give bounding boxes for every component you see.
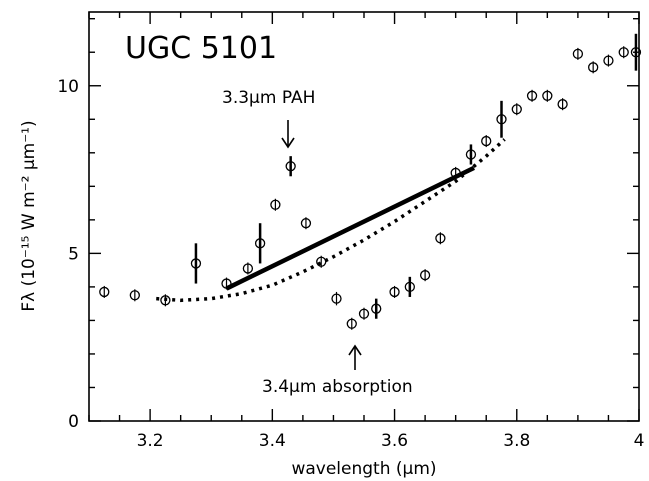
point-marker <box>588 62 599 73</box>
plot-frame <box>88 11 640 422</box>
point-marker <box>346 318 357 329</box>
point-marker <box>496 114 507 125</box>
data-point <box>465 144 477 165</box>
data-point <box>542 89 553 102</box>
dotted-continuum-curve <box>156 138 506 303</box>
point-marker <box>511 104 522 115</box>
data-point <box>270 198 281 211</box>
data-point <box>435 232 446 245</box>
data-point <box>603 54 614 67</box>
data-point <box>190 243 202 284</box>
point-marker <box>358 308 370 319</box>
point-marker <box>254 238 266 249</box>
data-point <box>481 135 492 148</box>
point-marker <box>99 286 110 298</box>
data-point <box>242 262 254 275</box>
arrow-up-icon <box>348 344 362 370</box>
point-marker <box>221 278 232 289</box>
data-point <box>404 276 415 297</box>
point-marker <box>190 258 202 269</box>
data-point <box>557 98 568 111</box>
data-point <box>572 47 584 60</box>
point-marker <box>242 263 254 274</box>
tick-labels: 3.2 3.4 3.6 3.8 4 0 5 10 <box>57 77 644 451</box>
data-point <box>129 289 140 302</box>
data-point <box>496 100 507 138</box>
point-marker <box>129 290 140 301</box>
annotation-absorption-label: 3.4μm absorption <box>262 377 413 397</box>
data-point <box>450 166 461 179</box>
point-marker <box>572 48 584 60</box>
data-point <box>160 294 171 307</box>
annotation-pah-label: 3.3μm PAH <box>222 88 315 108</box>
x-tick-label: 3.8 <box>503 431 530 451</box>
arrow-head <box>348 344 362 356</box>
x-tick-label: 3.4 <box>259 431 286 451</box>
data-point <box>285 156 296 177</box>
point-marker <box>300 218 312 229</box>
data-point <box>346 317 357 330</box>
data-point <box>618 46 629 59</box>
data-point <box>300 217 312 230</box>
data-point <box>511 103 522 116</box>
point-marker <box>270 199 281 210</box>
data-point <box>526 89 538 102</box>
point-marker <box>285 161 296 172</box>
model-curves <box>156 138 506 303</box>
point-marker <box>618 47 629 58</box>
x-tick-label: 3.6 <box>381 431 408 451</box>
data-point <box>588 61 599 74</box>
data-point <box>254 223 266 264</box>
point-marker <box>371 303 382 314</box>
point-marker <box>435 233 446 244</box>
arrow-down-icon <box>281 120 295 149</box>
chart-title: UGC 5101 <box>125 31 277 66</box>
y-tick-label: 0 <box>68 412 79 432</box>
x-axis-title: wavelength (μm) <box>291 459 436 479</box>
data-point <box>221 277 232 290</box>
x-tick-label: 3.2 <box>137 431 164 451</box>
y-tick-label: 5 <box>68 244 79 264</box>
point-marker <box>389 286 400 298</box>
data-point <box>630 33 642 71</box>
point-marker <box>316 256 327 267</box>
data-point <box>358 307 370 320</box>
point-marker <box>465 149 477 160</box>
point-marker <box>160 295 171 306</box>
x-tick-label: 4 <box>634 431 645 451</box>
y-tick-label: 10 <box>57 77 79 97</box>
data-point <box>331 291 342 306</box>
data-point <box>99 285 110 298</box>
point-marker <box>630 47 642 58</box>
point-marker <box>404 281 415 293</box>
data-point <box>371 298 382 319</box>
point-marker <box>331 293 342 304</box>
point-marker <box>603 55 614 66</box>
point-marker <box>526 90 538 101</box>
arrow-head <box>281 137 295 149</box>
solid-fit-line <box>225 165 475 291</box>
data-points <box>99 33 642 330</box>
data-point <box>419 269 431 282</box>
data-point <box>316 255 327 268</box>
point-marker <box>419 270 431 281</box>
point-marker <box>557 99 568 110</box>
point-marker <box>542 90 553 101</box>
data-point <box>389 285 400 298</box>
point-marker <box>450 167 461 179</box>
point-marker <box>481 135 492 147</box>
tick-marks <box>88 12 640 422</box>
y-axis-title: Fλ (10⁻¹⁵ W m⁻² μm⁻¹) <box>19 120 39 311</box>
